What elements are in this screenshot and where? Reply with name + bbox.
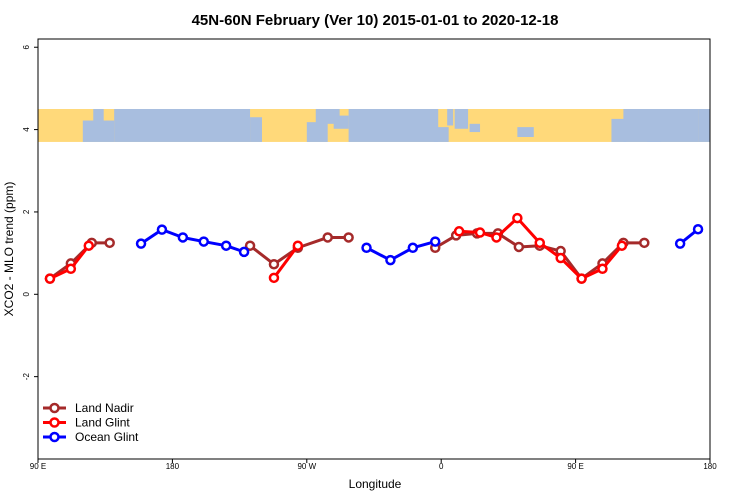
y-tick-label: 4	[22, 127, 31, 132]
x-tick-label: 90 E	[30, 462, 46, 471]
legend-label: Land Glint	[75, 416, 130, 430]
map-band-ocean	[698, 109, 710, 142]
data-point-land-nadir	[343, 232, 354, 243]
data-point-land-glint	[83, 240, 95, 251]
legend-marker	[49, 417, 60, 428]
legend-label: Land Nadir	[75, 401, 134, 415]
data-point-ocean-glint	[135, 238, 147, 249]
x-tick-label: 90 E	[567, 462, 583, 471]
map-band-ocean	[348, 109, 439, 142]
data-point-land-glint	[534, 237, 546, 249]
legend-marker	[49, 402, 60, 414]
data-point-ocean-glint	[407, 242, 419, 254]
map-band-ocean	[82, 120, 115, 142]
data-point-ocean-glint	[361, 242, 372, 254]
data-point-ocean-glint	[692, 223, 704, 235]
map-band-ocean	[517, 127, 534, 137]
map-band-ocean	[469, 123, 481, 133]
series-layer	[44, 212, 704, 284]
map-band-ocean	[447, 109, 454, 126]
legend-marker	[49, 431, 60, 443]
series-line-ocean-glint	[365, 240, 436, 262]
data-point-land-glint	[268, 272, 280, 284]
data-point-land-glint	[65, 263, 77, 275]
map-band-ocean	[250, 117, 262, 142]
data-point-land-glint	[576, 273, 587, 284]
data-point-ocean-glint	[177, 232, 189, 243]
data-point-ocean-glint	[156, 224, 168, 235]
data-point-land-glint	[292, 240, 304, 251]
map-band-ocean	[114, 109, 251, 142]
legend-item-ocean-glint: Ocean Glint	[43, 430, 139, 444]
data-point-land-nadir	[268, 258, 280, 270]
data-point-land-nadir	[513, 241, 525, 253]
x-tick-label: 180	[703, 462, 717, 471]
x-tick-label: 0	[439, 462, 444, 471]
y-tick-label: 2	[22, 209, 31, 214]
y-tick-label: 0	[22, 292, 31, 297]
chart-title: 45N-60N February (Ver 10) 2015-01-01 to …	[192, 12, 559, 29]
data-point-land-glint	[555, 252, 566, 264]
data-point-ocean-glint	[220, 240, 232, 251]
data-point-land-glint	[453, 226, 465, 237]
x-axis-ticks: 90 E 180 90 W 0 90 E 180	[30, 459, 717, 471]
data-point-ocean-glint	[429, 236, 441, 247]
x-tick-label: 180	[166, 462, 180, 471]
map-band-ocean	[647, 109, 699, 142]
legend-item-land-nadir: Land Nadir	[43, 401, 134, 415]
x-tick-label: 90 W	[297, 462, 316, 471]
data-point-land-glint	[597, 263, 608, 275]
data-point-land-glint	[616, 240, 628, 251]
series-ocean-glint	[135, 223, 704, 266]
data-point-land-glint	[44, 273, 56, 284]
y-axis-ticks: -2 0 2 4 6	[22, 44, 38, 380]
data-point-land-nadir	[639, 237, 650, 249]
legend-item-land-glint: Land Glint	[43, 416, 130, 430]
map-band-ocean	[333, 115, 349, 129]
data-point-land-glint	[474, 227, 486, 238]
world-map-band	[38, 109, 710, 142]
legend-label: Ocean Glint	[75, 430, 139, 444]
data-point-land-glint	[491, 232, 502, 243]
plot-frame	[37, 38, 711, 460]
map-band-ocean	[433, 127, 449, 142]
data-point-ocean-glint	[674, 238, 686, 249]
data-point-land-nadir	[244, 240, 256, 251]
y-tick-label: -2	[22, 373, 31, 381]
map-band-ocean	[306, 122, 328, 142]
x-axis-title: Longitude	[349, 477, 402, 491]
series-line-land-glint	[272, 244, 300, 279]
data-point-ocean-glint	[385, 254, 396, 266]
y-tick-label: 6	[22, 44, 31, 49]
y-axis-title: XCO2 - MLO trend (ppm)	[2, 182, 16, 317]
map-band-ocean	[454, 109, 469, 129]
map-band-ocean	[93, 109, 104, 126]
map-band-ocean	[611, 118, 627, 142]
data-point-land-nadir	[322, 232, 333, 243]
data-point-land-glint	[512, 212, 523, 224]
series-land-glint	[44, 212, 628, 284]
data-point-land-nadir	[104, 237, 115, 249]
data-point-ocean-glint	[198, 236, 210, 247]
data-point-ocean-glint	[238, 246, 250, 258]
